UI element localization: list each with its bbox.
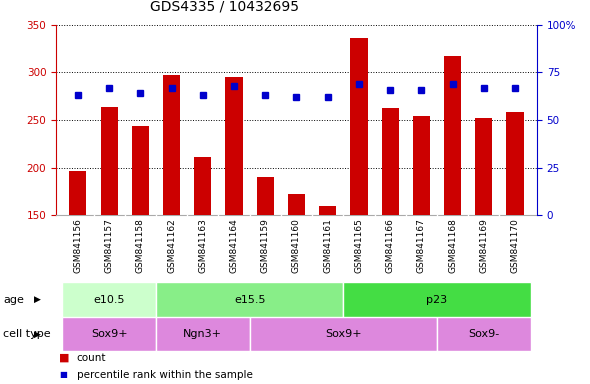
Text: ■: ■ [59,353,70,363]
Text: cell type: cell type [3,329,51,339]
Text: GSM841163: GSM841163 [198,218,207,273]
Text: GSM841157: GSM841157 [104,218,114,273]
Text: count: count [77,353,106,363]
Title: GDS4335 / 10432695: GDS4335 / 10432695 [150,0,299,13]
Bar [100,107,118,215]
Bar [163,75,180,215]
Bar [69,171,87,215]
Text: GSM841159: GSM841159 [261,218,270,273]
Bar [156,317,250,351]
Text: age: age [3,295,24,305]
Bar [63,317,156,351]
Bar [506,113,524,215]
Bar [343,282,530,317]
Text: GSM841162: GSM841162 [167,218,176,273]
Text: Sox9+: Sox9+ [325,329,362,339]
Bar [63,282,156,317]
Bar [194,157,211,215]
Bar [319,205,336,215]
Bar [250,317,437,351]
Text: GSM841170: GSM841170 [510,218,520,273]
Bar [350,38,368,215]
Text: Sox9-: Sox9- [468,329,500,339]
Text: GSM841169: GSM841169 [479,218,489,273]
Bar [288,194,305,215]
Text: p23: p23 [427,295,448,305]
Text: e15.5: e15.5 [234,295,266,305]
Text: GSM841158: GSM841158 [136,218,145,273]
Text: GSM841160: GSM841160 [292,218,301,273]
Bar [382,108,399,215]
Text: ■: ■ [59,370,67,379]
Text: GSM841161: GSM841161 [323,218,332,273]
Text: GSM841166: GSM841166 [386,218,395,273]
Bar [132,126,149,215]
Text: ▶: ▶ [34,295,41,304]
Bar [475,118,493,215]
Text: ▶: ▶ [34,329,41,339]
Bar [225,77,242,215]
Text: e10.5: e10.5 [93,295,125,305]
Text: GSM841164: GSM841164 [230,218,238,273]
Text: GSM841167: GSM841167 [417,218,426,273]
Bar [413,116,430,215]
Text: GSM841165: GSM841165 [355,218,363,273]
Text: Ngn3+: Ngn3+ [183,329,222,339]
Text: percentile rank within the sample: percentile rank within the sample [77,369,253,380]
Bar [257,177,274,215]
Bar [437,317,530,351]
Text: Sox9+: Sox9+ [91,329,127,339]
Text: GSM841168: GSM841168 [448,218,457,273]
Text: GSM841156: GSM841156 [73,218,83,273]
Bar [444,56,461,215]
Bar [156,282,343,317]
